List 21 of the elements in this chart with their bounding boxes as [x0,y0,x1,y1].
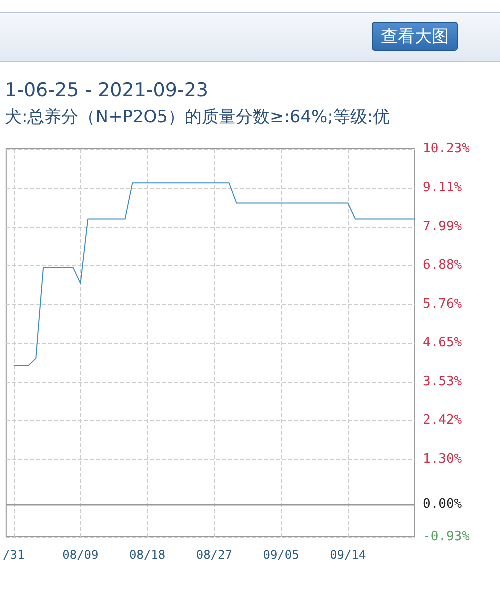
y-tick-label: -0.93% [423,530,470,544]
x-tick-label: 08/18 [129,548,166,562]
y-tick-label: 1.30% [423,452,462,467]
y-tick-label: 4.65% [423,336,462,350]
y-tick-label: 5.76% [423,296,462,312]
x-tick-label: 09/14 [330,548,366,562]
line-series [13,182,416,366]
x-tick-label: 08/27 [196,548,232,562]
y-tick-label: 3.53% [423,374,462,390]
chart-title: 1-06-25 - 2021-09-23 [5,80,209,102]
y-tick-label: 0.00% [423,497,462,512]
y-tick-label: 10.23% [423,142,470,156]
text: 查看大图 [372,22,458,51]
x-tick-label: 08/09 [62,548,99,562]
y-tick-label: 7.99% [423,219,462,234]
x-tick-label: /31 [2,548,25,562]
y-tick-label: 9.11% [423,180,462,196]
x-tick-label: 09/05 [263,548,300,562]
y-tick-label: 2.42% [423,413,462,428]
y-tick-label: 6.88% [423,258,462,273]
chart-subtitle: 犬:总养分（N+P2O5）的质量分数≥:64%;等级:优 [5,108,390,128]
